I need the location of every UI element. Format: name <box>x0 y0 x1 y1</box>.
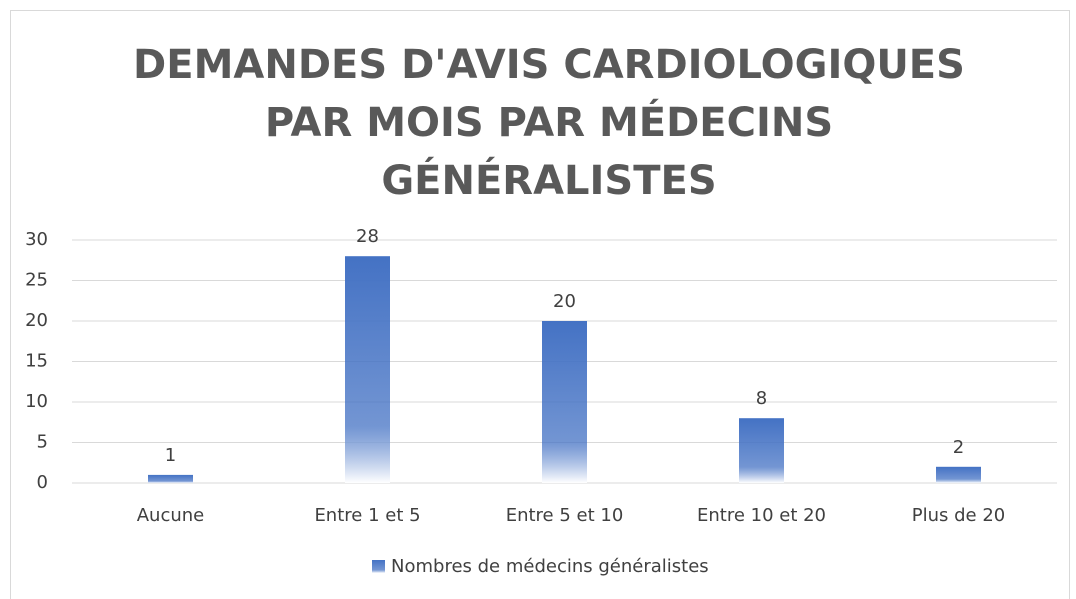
bar <box>936 466 981 483</box>
bar <box>542 321 587 483</box>
x-tick-label: Aucune <box>137 505 205 526</box>
y-tick-label: 10 <box>25 391 48 412</box>
y-tick-label: 15 <box>25 351 48 372</box>
data-label: 20 <box>553 291 576 312</box>
chart-border <box>10 10 1070 599</box>
bar <box>148 474 193 483</box>
x-tick-label: Entre 5 et 10 <box>506 505 624 526</box>
x-tick-label: Entre 1 et 5 <box>314 505 420 526</box>
data-label: 28 <box>356 226 379 247</box>
y-tick-label: 0 <box>37 472 48 493</box>
bar <box>345 256 390 483</box>
y-tick-label: 20 <box>25 310 48 331</box>
data-label: 8 <box>756 388 767 409</box>
legend-swatch <box>372 560 385 573</box>
chart-title: GÉNÉRALISTES <box>381 156 716 204</box>
x-tick-label: Entre 10 et 20 <box>697 505 826 526</box>
x-tick-label: Plus de 20 <box>912 505 1006 526</box>
bar <box>739 418 784 483</box>
data-label: 1 <box>165 445 176 466</box>
chart-title: PAR MOIS PAR MÉDECINS <box>265 98 833 146</box>
y-tick-label: 25 <box>25 270 48 291</box>
legend-label: Nombres de médecins généralistes <box>391 556 709 577</box>
data-label: 2 <box>953 437 964 458</box>
y-tick-label: 30 <box>25 229 48 250</box>
y-tick-label: 5 <box>37 432 48 453</box>
chart-title: DEMANDES D'AVIS CARDIOLOGIQUES <box>133 42 965 88</box>
